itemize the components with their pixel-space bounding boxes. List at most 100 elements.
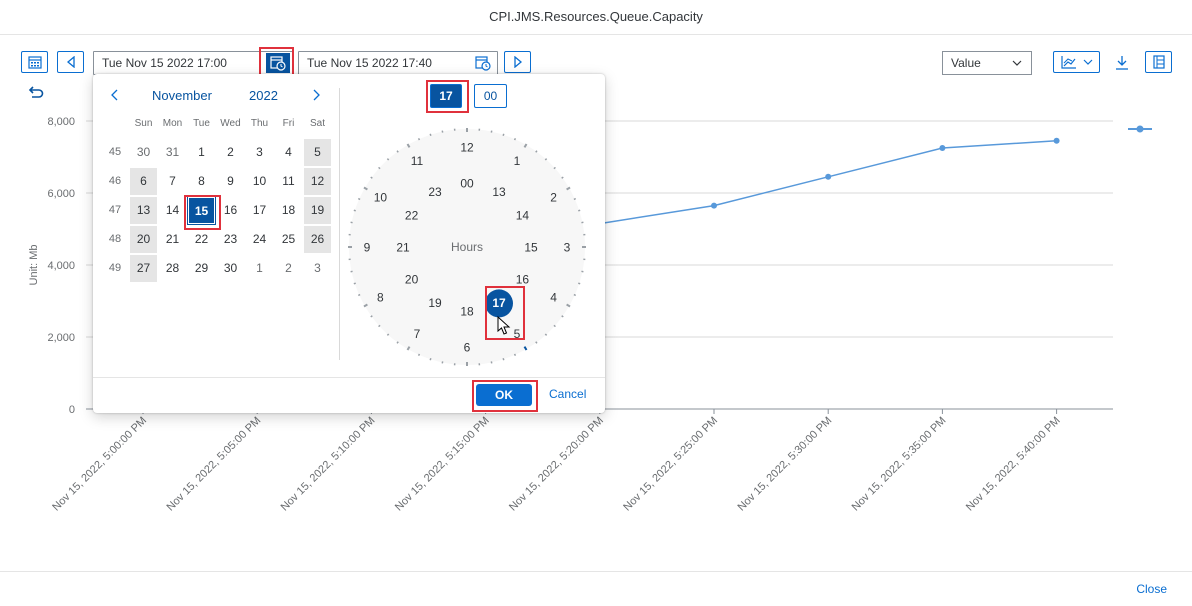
clock-hour-option[interactable]: 7 xyxy=(414,327,421,341)
clock-hour-option[interactable]: 17 xyxy=(492,296,506,310)
x-tick-label: Nov 15, 2022, 5:05:00 PM xyxy=(164,415,263,514)
calendar-day[interactable]: 22 xyxy=(188,226,215,253)
clock-hour-option[interactable]: 13 xyxy=(492,185,506,199)
calendar-day[interactable]: 28 xyxy=(159,255,186,282)
calendar-day[interactable]: 7 xyxy=(159,168,186,195)
calendar-day[interactable]: 18 xyxy=(275,197,302,224)
week-number: 49 xyxy=(108,262,122,274)
calendar-day[interactable]: 25 xyxy=(275,226,302,253)
calendar-day[interactable]: 6 xyxy=(130,168,157,195)
data-point[interactable] xyxy=(825,173,832,180)
clock-tick xyxy=(370,176,373,179)
start-datetime-picker-button[interactable] xyxy=(266,53,290,73)
table-view-button[interactable] xyxy=(1145,51,1172,73)
clock-tick xyxy=(429,133,432,136)
start-datetime-input[interactable]: Tue Nov 15 2022 17:00 xyxy=(93,51,293,75)
calendar-day[interactable]: 1 xyxy=(246,255,273,282)
data-point[interactable] xyxy=(1053,137,1060,144)
previous-period-button[interactable] xyxy=(57,51,84,73)
calendar-day[interactable]: 2 xyxy=(217,139,244,166)
data-point[interactable] xyxy=(711,202,717,209)
month-button[interactable]: November xyxy=(152,88,212,103)
clock-hour-option[interactable]: 14 xyxy=(516,209,530,223)
calendar-day[interactable]: 11 xyxy=(275,168,302,195)
clock-hour-option[interactable]: 3 xyxy=(564,241,571,255)
calendar-day[interactable]: 19 xyxy=(304,197,331,224)
clock-hour-option[interactable]: 11 xyxy=(411,154,424,168)
close-button[interactable]: Close xyxy=(1136,582,1167,596)
calendar-day[interactable]: 3 xyxy=(246,139,273,166)
calendar-day[interactable]: 26 xyxy=(304,226,331,253)
year-button[interactable]: 2022 xyxy=(249,88,278,103)
hour-clock-dial[interactable]: 121234567891011001314151617181920212223H… xyxy=(342,123,592,373)
clock-hour-option[interactable]: 00 xyxy=(460,177,474,191)
minutes-segment-button[interactable]: 00 xyxy=(474,84,507,108)
calendar-day[interactable]: 16 xyxy=(217,197,244,224)
calendar-button[interactable] xyxy=(21,51,48,73)
clock-face xyxy=(349,129,585,365)
calendar-day[interactable]: 12 xyxy=(304,168,331,195)
clock-hour-option[interactable]: 9 xyxy=(364,241,371,255)
clock-hour-option[interactable]: 4 xyxy=(550,291,557,305)
clock-hour-option[interactable]: 20 xyxy=(405,273,419,287)
previous-month-button[interactable] xyxy=(109,88,121,102)
calendar-day[interactable]: 30 xyxy=(130,139,157,166)
measure-select[interactable]: Value xyxy=(942,51,1032,75)
dialog-title: CPI.JMS.Resources.Queue.Capacity xyxy=(0,0,1192,35)
calendar-day[interactable]: 8 xyxy=(188,168,215,195)
next-month-button[interactable] xyxy=(310,88,322,102)
clock-hour-option[interactable]: 10 xyxy=(374,191,388,205)
clock-hour-option[interactable]: 23 xyxy=(428,185,442,199)
calendar-day[interactable]: 5 xyxy=(304,139,331,166)
clock-hour-option[interactable]: 2 xyxy=(550,191,557,205)
calendar-day[interactable]: 21 xyxy=(159,226,186,253)
calendar-day[interactable]: 13 xyxy=(130,197,157,224)
download-icon xyxy=(1116,56,1128,70)
calendar-day[interactable]: 10 xyxy=(246,168,273,195)
clock-hour-option[interactable]: 5 xyxy=(514,327,521,341)
clock-hour-option[interactable]: 12 xyxy=(460,141,474,155)
calendar-day[interactable]: 30 xyxy=(217,255,244,282)
dialog-footer: Close xyxy=(0,571,1192,606)
calendar-day[interactable]: 1 xyxy=(188,139,215,166)
clock-tick xyxy=(417,353,421,357)
calendar-day[interactable]: 24 xyxy=(246,226,273,253)
calendar-day[interactable]: 31 xyxy=(159,139,186,166)
clock-hour-option[interactable]: 15 xyxy=(524,241,538,255)
end-datetime-input[interactable]: Tue Nov 15 2022 17:40 xyxy=(298,51,498,75)
calendar-day[interactable]: 27 xyxy=(130,255,157,282)
calendar-day[interactable]: 2 xyxy=(275,255,302,282)
calendar-day[interactable]: 4 xyxy=(275,139,302,166)
clock-hour-option[interactable]: 6 xyxy=(464,341,471,355)
clock-hour-option[interactable]: 8 xyxy=(377,291,384,305)
hours-segment-button[interactable]: 17 xyxy=(430,84,462,108)
data-point[interactable] xyxy=(939,145,946,151)
undo-zoom-button[interactable] xyxy=(26,84,44,102)
ok-button[interactable]: OK xyxy=(476,384,532,406)
calendar-day[interactable]: 17 xyxy=(246,197,273,224)
clock-hour-option[interactable]: 16 xyxy=(516,273,530,287)
download-button[interactable] xyxy=(1112,53,1132,73)
legend-marker[interactable] xyxy=(1128,125,1152,133)
clock-hour-option[interactable]: 1 xyxy=(514,154,521,168)
calendar-day[interactable]: 3 xyxy=(304,255,331,282)
calendar-day[interactable]: 29 xyxy=(188,255,215,282)
clock-tick xyxy=(544,333,548,336)
calendar-day[interactable]: 20 xyxy=(130,226,157,253)
calendar-day[interactable]: 9 xyxy=(217,168,244,195)
clock-hour-option[interactable]: 21 xyxy=(396,241,410,255)
y-axis-label: Unit: Mb xyxy=(28,245,40,286)
calendar-day[interactable]: 15 xyxy=(187,196,216,225)
calendar-day[interactable]: 23 xyxy=(217,226,244,253)
calendar-day[interactable]: 14 xyxy=(159,197,186,224)
clock-hour-option[interactable]: 18 xyxy=(460,305,474,319)
next-period-button[interactable] xyxy=(504,51,531,73)
clock-hour-option[interactable]: 22 xyxy=(405,209,419,223)
clock-tick xyxy=(523,346,528,351)
clock-tick xyxy=(370,315,373,318)
chart-type-button[interactable] xyxy=(1053,51,1100,73)
end-datetime-picker-button[interactable] xyxy=(471,53,495,73)
cancel-button[interactable]: Cancel xyxy=(549,387,587,401)
clock-hour-option[interactable]: 19 xyxy=(428,296,442,310)
table-view-icon xyxy=(1152,55,1165,69)
